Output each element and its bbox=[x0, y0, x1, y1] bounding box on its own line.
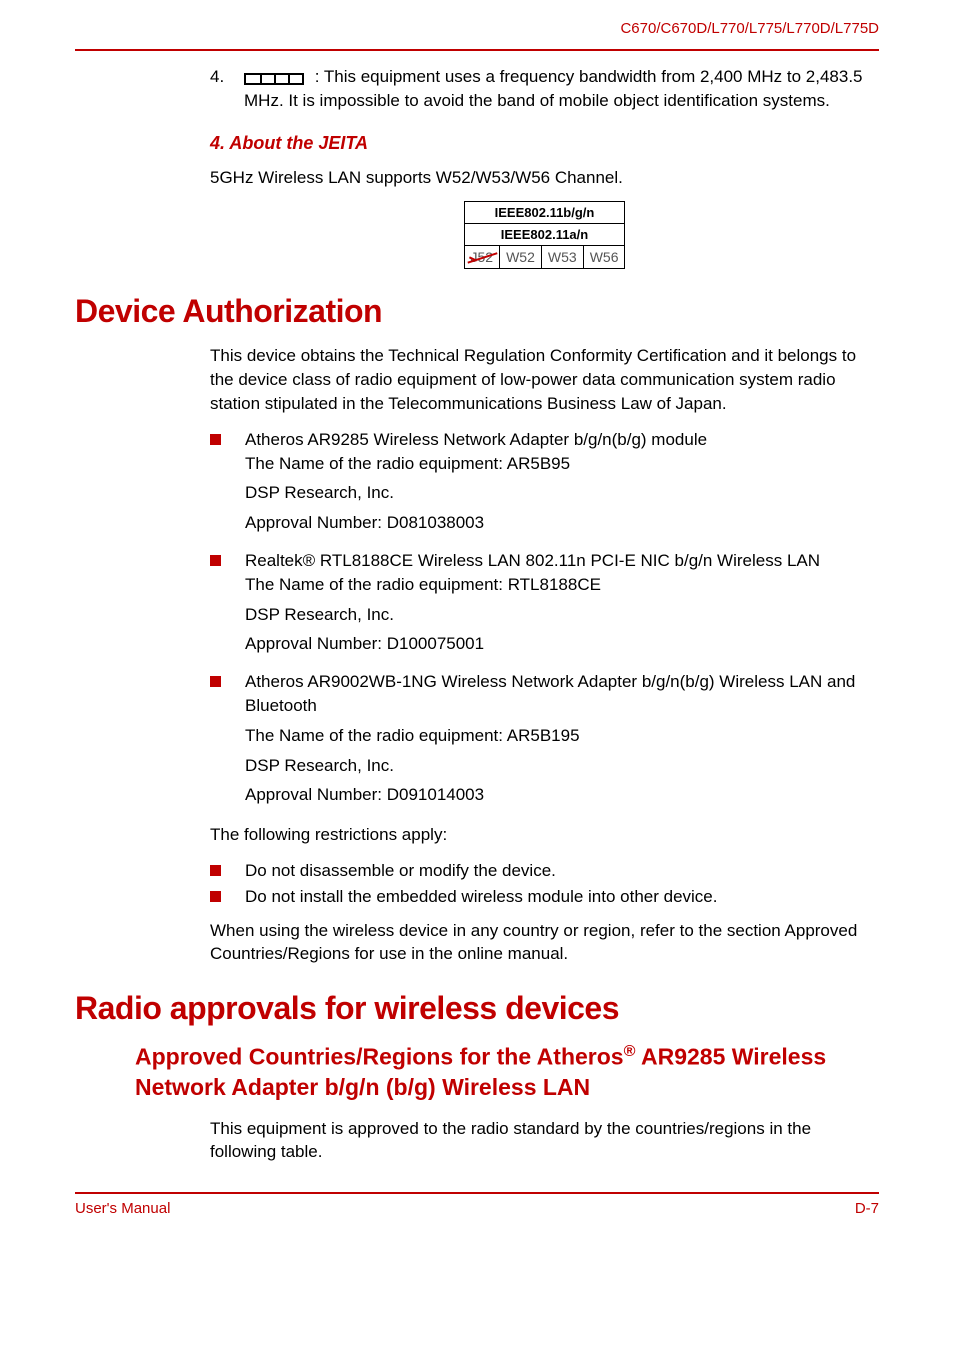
ieee-row1: IEEE802.11b/g/n bbox=[464, 202, 625, 224]
numbered-item-4: 4. : This equipment uses a frequency ban… bbox=[210, 65, 879, 113]
device-auth-closing: When using the wireless device in any co… bbox=[210, 919, 879, 967]
bullet-icon bbox=[210, 891, 221, 902]
cell-j52: J52 bbox=[464, 246, 500, 269]
restriction-text: Do not disassemble or modify the device. bbox=[245, 859, 879, 883]
ieee-channel-table: IEEE802.11b/g/n IEEE802.11a/n J52 W52 W5… bbox=[464, 201, 626, 269]
subheading-approved-countries: Approved Countries/Regions for the Ather… bbox=[135, 1041, 879, 1102]
item-number: 4. bbox=[210, 65, 244, 89]
registered-icon: ® bbox=[624, 1042, 636, 1060]
header-rule bbox=[75, 49, 879, 51]
jeita-para: 5GHz Wireless LAN supports W52/W53/W56 C… bbox=[210, 166, 879, 190]
page-footer: User's Manual D-7 bbox=[75, 1192, 879, 1217]
bullet-icon bbox=[210, 676, 221, 687]
device-item-line3: DSP Research, Inc. bbox=[245, 481, 879, 505]
device-item-line3: DSP Research, Inc. bbox=[245, 603, 879, 627]
restriction-0: Do not disassemble or modify the device. bbox=[210, 859, 879, 883]
device-item-line1: Atheros AR9285 Wireless Network Adapter … bbox=[245, 428, 879, 452]
radio-approvals-para: This equipment is approved to the radio … bbox=[210, 1117, 879, 1165]
restrictions-intro: The following restrictions apply: bbox=[210, 823, 879, 847]
footer-left: User's Manual bbox=[75, 1200, 170, 1217]
footer-right: D-7 bbox=[855, 1200, 879, 1217]
device-item-line2: The Name of the radio equipment: RTL8188… bbox=[245, 573, 879, 597]
device-item-line1: Realtek® RTL8188CE Wireless LAN 802.11n … bbox=[245, 549, 879, 573]
device-item-0: Atheros AR9285 Wireless Network Adapter … bbox=[210, 428, 879, 541]
device-item-line2: The Name of the radio equipment: AR5B195 bbox=[245, 724, 879, 748]
heading-jeita: 4. About the JEITA bbox=[210, 133, 879, 154]
bullet-icon bbox=[210, 555, 221, 566]
heading-radio-approvals: Radio approvals for wireless devices bbox=[75, 990, 879, 1027]
heading-device-authorization: Device Authorization bbox=[75, 293, 879, 330]
cell-w52: W52 bbox=[500, 246, 542, 269]
device-item-line4: Approval Number: D081038003 bbox=[245, 511, 879, 535]
device-item-line4: Approval Number: D100075001 bbox=[245, 632, 879, 656]
device-item-2: Atheros AR9002WB-1NG Wireless Network Ad… bbox=[210, 670, 879, 813]
restriction-text: Do not install the embedded wireless mod… bbox=[245, 885, 879, 909]
device-auth-intro: This device obtains the Technical Regula… bbox=[210, 344, 879, 415]
bullet-icon bbox=[210, 865, 221, 876]
cell-w53: W53 bbox=[541, 246, 583, 269]
ieee-row2: IEEE802.11a/n bbox=[464, 224, 625, 246]
device-item-line3: DSP Research, Inc. bbox=[245, 754, 879, 778]
item-content: : This equipment uses a frequency bandwi… bbox=[244, 65, 879, 113]
item-text: : This equipment uses a frequency bandwi… bbox=[244, 67, 863, 110]
device-item-line1: Atheros AR9002WB-1NG Wireless Network Ad… bbox=[245, 670, 879, 718]
sub-prefix: Approved Countries/Regions for the Ather… bbox=[135, 1044, 624, 1070]
device-item-1: Realtek® RTL8188CE Wireless LAN 802.11n … bbox=[210, 549, 879, 662]
bandwidth-icon bbox=[244, 73, 304, 85]
device-item-line2: The Name of the radio equipment: AR5B95 bbox=[245, 452, 879, 476]
restriction-1: Do not install the embedded wireless mod… bbox=[210, 885, 879, 909]
bullet-icon bbox=[210, 434, 221, 445]
page-header-model: C670/C670D/L770/L775/L770D/L775D bbox=[75, 20, 879, 41]
cell-w56: W56 bbox=[583, 246, 625, 269]
device-item-line4: Approval Number: D091014003 bbox=[245, 783, 879, 807]
